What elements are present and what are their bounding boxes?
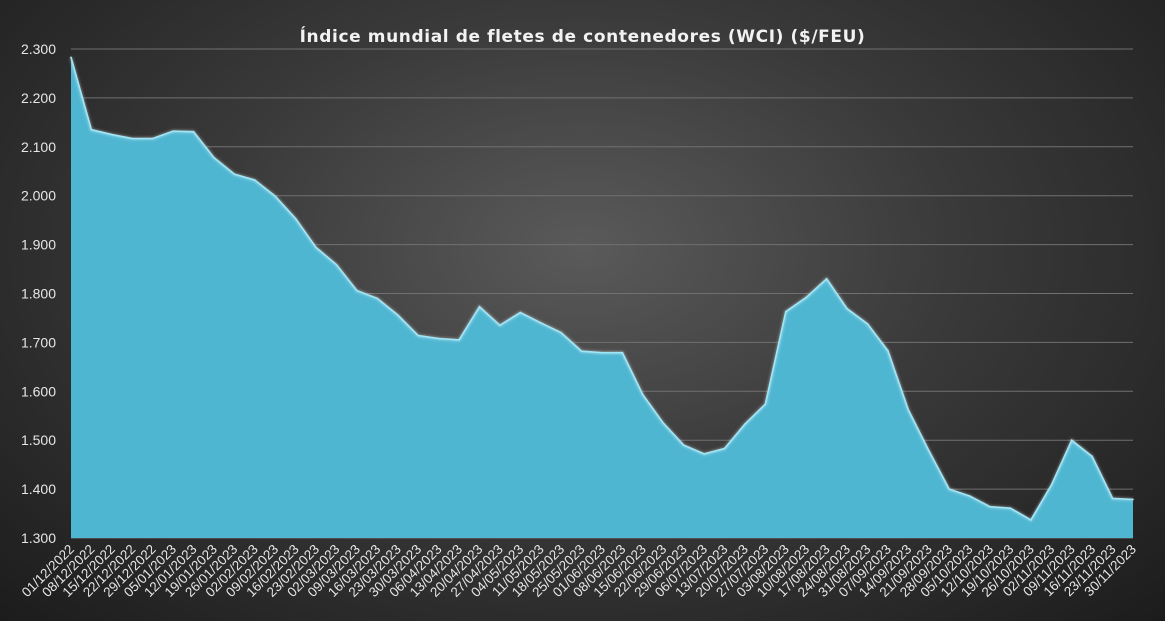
data-point — [417, 334, 419, 337]
data-point — [907, 409, 910, 411]
data-point — [356, 289, 358, 292]
data-point — [805, 296, 808, 299]
data-point — [233, 173, 236, 175]
data-point — [1050, 484, 1053, 486]
data-point — [315, 246, 317, 249]
data-point — [703, 453, 705, 455]
data-point — [1009, 507, 1012, 509]
data-point — [580, 350, 583, 353]
data-point — [948, 488, 950, 490]
data-point — [785, 310, 787, 313]
y-tick-label: 1.700 — [21, 334, 56, 350]
data-point — [989, 505, 991, 508]
area-fill — [71, 57, 1133, 539]
y-tick-label: 1.600 — [21, 383, 56, 399]
data-point — [744, 423, 746, 425]
data-point — [499, 324, 501, 327]
y-tick-label: 2.300 — [21, 41, 56, 57]
data-point — [642, 393, 644, 396]
data-point — [519, 311, 522, 314]
data-point — [846, 307, 848, 310]
data-point — [1091, 455, 1093, 458]
data-point — [621, 351, 624, 354]
data-point — [682, 444, 685, 446]
y-tick-label: 1.500 — [21, 432, 56, 448]
area-series — [69, 56, 1134, 539]
data-point — [478, 305, 481, 308]
data-point — [437, 337, 440, 340]
data-point — [151, 137, 154, 140]
data-point — [539, 322, 542, 324]
data-point — [927, 449, 930, 452]
data-point — [560, 331, 562, 334]
data-point — [458, 339, 460, 341]
data-point — [274, 195, 277, 197]
y-tick-label: 1.800 — [21, 286, 56, 302]
data-point — [294, 217, 297, 220]
data-point — [1030, 519, 1032, 521]
y-tick-label: 2.100 — [21, 139, 56, 155]
data-point — [192, 130, 195, 133]
data-point — [1111, 497, 1114, 500]
data-point — [723, 447, 726, 450]
data-point — [131, 137, 134, 140]
data-point — [662, 422, 665, 424]
y-tick-label: 1.300 — [21, 530, 56, 546]
y-axis: 1.300 1.400 1.500 1.600 1.700 1.800 1.900 2.000… — [21, 41, 56, 546]
y-tick-label: 2.000 — [21, 188, 56, 204]
y-tick-label: 2.200 — [21, 90, 56, 106]
data-point — [213, 156, 215, 159]
data-point — [396, 314, 399, 316]
y-tick-label: 1.400 — [21, 481, 56, 497]
data-point — [111, 133, 113, 136]
data-point — [70, 56, 72, 59]
data-point — [1070, 439, 1073, 442]
data-point — [376, 297, 379, 300]
data-point — [601, 351, 603, 354]
data-point — [254, 179, 256, 181]
data-point — [172, 130, 174, 132]
data-point — [968, 495, 971, 497]
data-point — [764, 403, 767, 405]
chart-title: Índice mundial de fletes de contenedores… — [299, 27, 866, 47]
data-point — [1132, 498, 1134, 501]
x-axis: 01/12/202208/12/202215/12/202222/12/2022… — [19, 542, 1139, 600]
data-point — [90, 128, 93, 131]
data-point — [825, 278, 828, 280]
y-tick-label: 1.900 — [21, 237, 56, 253]
data-point — [335, 263, 338, 266]
data-point — [866, 323, 869, 325]
data-point — [887, 349, 889, 352]
